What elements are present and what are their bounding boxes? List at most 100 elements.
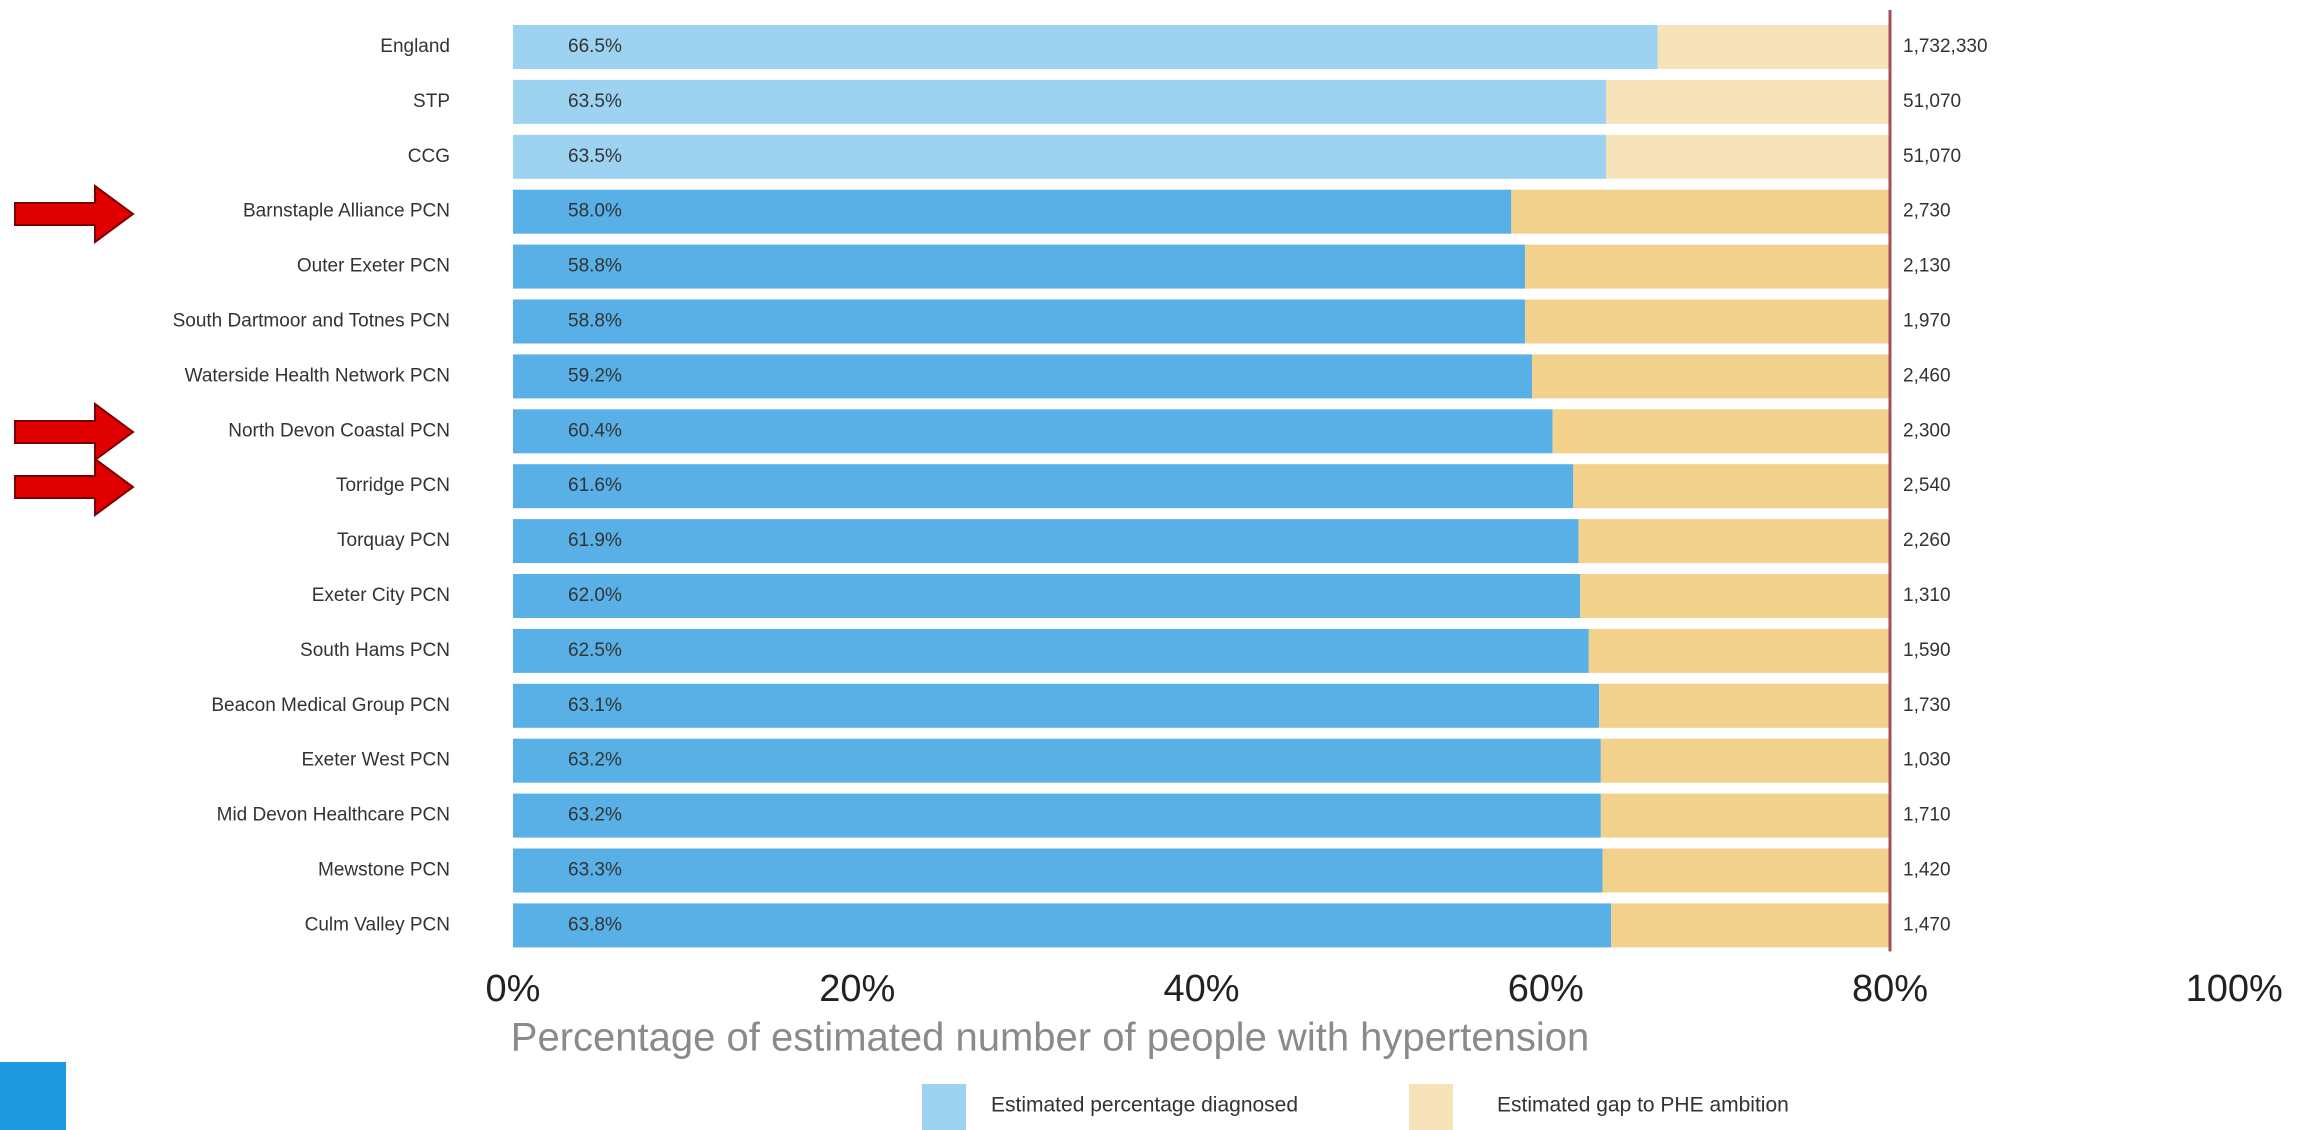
value-label: 61.6% <box>568 475 622 496</box>
value-label: 63.8% <box>568 914 622 935</box>
category-label: Outer Exeter PCN <box>297 256 450 277</box>
value-label: 63.2% <box>568 750 622 771</box>
corner-square <box>0 1062 66 1130</box>
value-label: 63.5% <box>568 91 622 112</box>
value-label: 63.3% <box>568 860 622 881</box>
right-label: 2,130 <box>1903 256 1951 277</box>
bar-segment <box>513 519 1579 564</box>
right-label: 2,460 <box>1903 365 1951 386</box>
bar-segment <box>1600 738 1890 783</box>
bar-segment <box>1525 299 1890 344</box>
bar-segment <box>513 738 1601 783</box>
x-tick-label: 20% <box>819 968 895 1010</box>
right-label: 2,300 <box>1903 420 1951 441</box>
bar-segment <box>513 354 1532 399</box>
right-label: 1,970 <box>1903 311 1951 332</box>
bar-segment <box>513 903 1612 948</box>
bar-segment <box>513 299 1526 344</box>
bar-segment <box>1573 464 1890 509</box>
x-tick-label: 80% <box>1852 968 1928 1010</box>
value-label: 63.5% <box>568 146 622 167</box>
category-label: England <box>380 36 450 57</box>
bar-segment <box>1588 628 1890 673</box>
x-tick-label: 0% <box>486 968 541 1010</box>
bar-segment <box>1611 903 1890 948</box>
category-label: North Devon Coastal PCN <box>228 420 450 441</box>
right-label: 1,470 <box>1903 914 1951 935</box>
bar-segment <box>513 134 1606 179</box>
right-label: 51,070 <box>1903 91 1961 112</box>
bar-segment <box>1578 519 1890 564</box>
bar-segment <box>513 25 1658 69</box>
x-tick-label: 40% <box>1163 968 1239 1010</box>
category-label: Barnstaple Alliance PCN <box>243 201 450 222</box>
category-label: South Hams PCN <box>300 640 450 661</box>
bar-segment <box>1657 25 1890 69</box>
bar-segment <box>513 628 1589 673</box>
legend-label: Estimated percentage diagnosed <box>991 1094 1298 1117</box>
value-label: 58.0% <box>568 201 622 222</box>
bar-segment <box>513 683 1600 728</box>
x-axis-label: Percentage of estimated number of people… <box>511 1016 1589 1060</box>
value-label: 66.5% <box>568 36 622 57</box>
value-label: 63.1% <box>568 695 622 716</box>
category-label: Torridge PCN <box>336 475 450 496</box>
category-label: Beacon Medical Group PCN <box>211 695 450 716</box>
category-label: STP <box>413 91 450 112</box>
arrow <box>14 457 135 517</box>
x-tick-label: 100% <box>2186 968 2283 1010</box>
bar-segment <box>1552 409 1890 454</box>
right-label: 1,420 <box>1903 860 1951 881</box>
category-label: Waterside Health Network PCN <box>185 365 450 386</box>
category-label: Exeter City PCN <box>312 585 450 606</box>
bar-segment <box>513 79 1606 124</box>
bar-segment <box>1605 134 1890 179</box>
value-label: 59.2% <box>568 365 622 386</box>
bar-segment <box>513 409 1553 454</box>
value-label: 62.0% <box>568 585 622 606</box>
value-label: 62.5% <box>568 640 622 661</box>
right-label: 2,730 <box>1903 201 1951 222</box>
category-label: Torquay PCN <box>337 530 450 551</box>
legend-label: Estimated gap to PHE ambition <box>1497 1094 1789 1117</box>
bar-segment <box>513 848 1603 893</box>
right-label: 1,310 <box>1903 585 1951 606</box>
bar-segment <box>1602 848 1890 893</box>
value-label: 60.4% <box>568 420 622 441</box>
right-label: 1,710 <box>1903 805 1951 826</box>
legend-swatch <box>1409 1084 1453 1130</box>
bar-segment <box>1580 574 1890 618</box>
bar-segment <box>1525 244 1890 289</box>
legend-swatch <box>922 1084 966 1130</box>
bar-segment <box>513 574 1581 618</box>
bar-segment <box>1599 683 1890 728</box>
bar-segment <box>513 244 1526 289</box>
bar-segment <box>513 793 1601 838</box>
bar-segment <box>513 189 1512 234</box>
arrow <box>14 184 135 244</box>
x-tick-label: 60% <box>1508 968 1584 1010</box>
category-label: Culm Valley PCN <box>305 914 450 935</box>
arrow <box>14 402 135 462</box>
arrows <box>14 184 135 517</box>
right-label: 1,590 <box>1903 640 1951 661</box>
bar-segment <box>1600 793 1890 838</box>
value-label: 58.8% <box>568 256 622 277</box>
right-label: 2,260 <box>1903 530 1951 551</box>
category-label: Mid Devon Healthcare PCN <box>217 805 450 826</box>
value-label: 58.8% <box>568 311 622 332</box>
right-label: 1,732,330 <box>1903 36 1988 57</box>
value-label: 63.2% <box>568 805 622 826</box>
bar-segment <box>1531 354 1890 399</box>
bar-segment <box>1511 189 1890 234</box>
right-label: 51,070 <box>1903 146 1961 167</box>
right-label: 1,030 <box>1903 750 1951 771</box>
value-label: 61.9% <box>568 530 622 551</box>
bar-segment <box>1605 79 1890 124</box>
category-label: Exeter West PCN <box>301 750 450 771</box>
right-label: 2,540 <box>1903 475 1951 496</box>
category-label: Mewstone PCN <box>318 860 450 881</box>
right-label: 1,730 <box>1903 695 1951 716</box>
bar-segment <box>513 464 1574 509</box>
